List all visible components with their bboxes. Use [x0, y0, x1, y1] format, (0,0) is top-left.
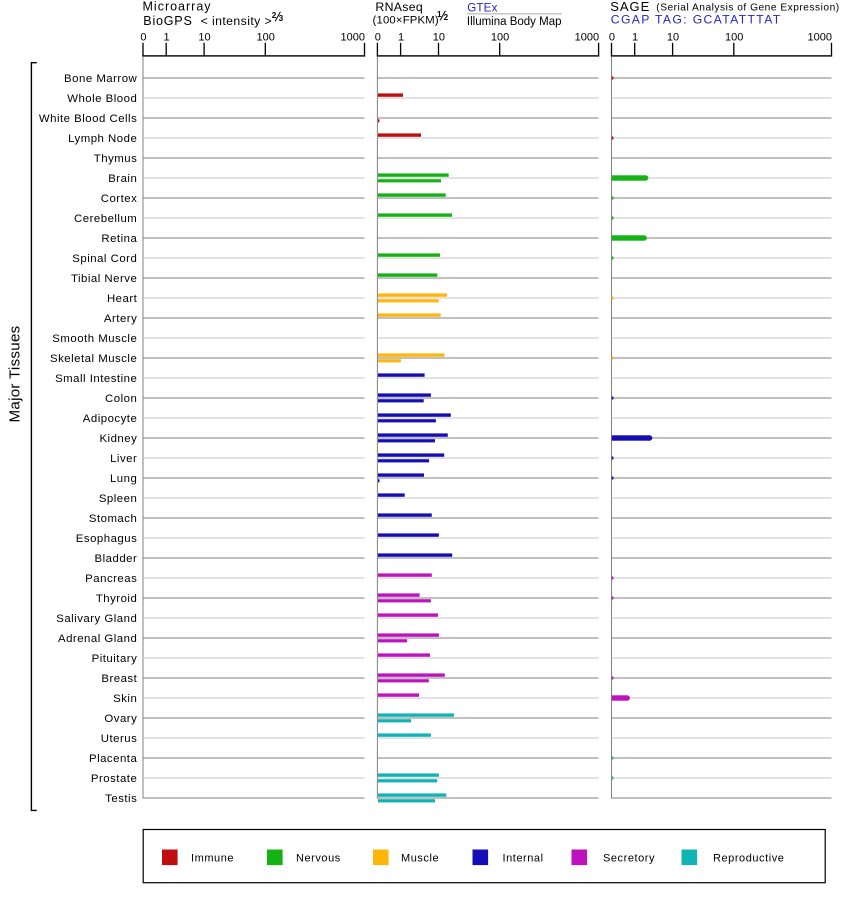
svg-text:1: 1	[437, 10, 442, 19]
svg-text:Prostate: Prostate	[91, 773, 137, 785]
svg-text:(Serial Analysis of Gene Expre: (Serial Analysis of Gene Expression)	[656, 2, 839, 13]
svg-text:Pituitary: Pituitary	[92, 653, 138, 665]
svg-text:Artery: Artery	[104, 313, 137, 325]
svg-text:Ovary: Ovary	[104, 713, 137, 725]
svg-text:Testis: Testis	[105, 793, 137, 805]
svg-text:2: 2	[272, 11, 277, 20]
svg-text:Smooth Muscle: Smooth Muscle	[52, 333, 137, 345]
svg-text:Spinal Cord: Spinal Cord	[72, 253, 137, 265]
svg-text:100: 100	[257, 32, 275, 44]
svg-text:10: 10	[433, 32, 445, 44]
svg-text:Kidney: Kidney	[99, 433, 137, 445]
svg-text:1000: 1000	[341, 32, 365, 44]
svg-text:Thyroid: Thyroid	[96, 593, 137, 605]
svg-text:Illumina Body Map: Illumina Body Map	[467, 16, 562, 28]
svg-text:Tibial Nerve: Tibial Nerve	[71, 273, 137, 285]
svg-text:White Blood Cells: White Blood Cells	[39, 113, 137, 125]
svg-text:Uterus: Uterus	[101, 733, 138, 745]
svg-text:Stomach: Stomach	[89, 513, 137, 525]
svg-text:RNAseq: RNAseq	[375, 0, 423, 14]
svg-text:Thymus: Thymus	[94, 153, 138, 165]
svg-text:1: 1	[398, 32, 404, 44]
svg-text:2: 2	[444, 13, 449, 22]
svg-text:Liver: Liver	[110, 453, 137, 465]
svg-text:BioGPS: BioGPS	[143, 14, 192, 28]
svg-text:Brain: Brain	[108, 173, 137, 185]
svg-text:SAGE: SAGE	[610, 0, 650, 14]
svg-text:Bone Marrow: Bone Marrow	[64, 73, 138, 85]
svg-text:Esophagus: Esophagus	[76, 533, 138, 545]
svg-text:0: 0	[609, 32, 615, 44]
svg-text:1000: 1000	[808, 32, 832, 44]
svg-text:Pancreas: Pancreas	[85, 573, 137, 585]
svg-text:CGAP TAG: GCATATTTAT: CGAP TAG: GCATATTTAT	[611, 13, 782, 27]
svg-text:0: 0	[375, 32, 381, 44]
svg-text:Immune: Immune	[191, 853, 234, 865]
svg-text:Nervous: Nervous	[296, 853, 341, 865]
svg-text:Cerebellum: Cerebellum	[74, 213, 137, 225]
svg-text:Cortex: Cortex	[101, 193, 138, 205]
svg-text:100: 100	[491, 32, 509, 44]
svg-text:(100×FPKM): (100×FPKM)	[373, 15, 439, 27]
svg-text:10: 10	[667, 32, 679, 44]
svg-text:Salivary Gland: Salivary Gland	[56, 613, 137, 625]
svg-text:Skin: Skin	[113, 693, 137, 705]
svg-text:Microarray: Microarray	[143, 0, 212, 14]
svg-text:Heart: Heart	[107, 293, 138, 305]
svg-text:< intensity >: < intensity >	[201, 14, 273, 28]
svg-text:Muscle: Muscle	[401, 853, 439, 865]
svg-text:Whole Blood: Whole Blood	[67, 93, 137, 105]
svg-text:GTEx: GTEx	[467, 2, 497, 15]
svg-text:Internal: Internal	[503, 853, 544, 865]
svg-text:1000: 1000	[575, 32, 599, 44]
svg-text:Colon: Colon	[105, 393, 137, 405]
svg-text:Lymph Node: Lymph Node	[68, 133, 137, 145]
svg-text:100: 100	[725, 32, 743, 44]
svg-text:1: 1	[632, 32, 638, 44]
svg-text:Adipocyte: Adipocyte	[83, 413, 138, 425]
svg-text:Adrenal Gland: Adrenal Gland	[58, 633, 137, 645]
svg-text:Major Tissues: Major Tissues	[7, 325, 24, 422]
svg-text:Secretory: Secretory	[603, 853, 655, 865]
svg-text:Placenta: Placenta	[89, 753, 137, 765]
svg-text:1: 1	[164, 32, 170, 44]
svg-text:Lung: Lung	[110, 473, 137, 485]
svg-text:Retina: Retina	[101, 233, 137, 245]
svg-text:Small Intestine: Small Intestine	[55, 373, 137, 385]
svg-text:3: 3	[279, 14, 284, 23]
svg-text:10: 10	[198, 32, 210, 44]
svg-text:Bladder: Bladder	[95, 553, 138, 565]
svg-text:Spleen: Spleen	[99, 493, 137, 505]
svg-text:0: 0	[140, 32, 146, 44]
svg-text:Skeletal Muscle: Skeletal Muscle	[50, 353, 137, 365]
svg-text:Reproductive: Reproductive	[713, 853, 784, 865]
svg-text:Breast: Breast	[101, 673, 137, 685]
